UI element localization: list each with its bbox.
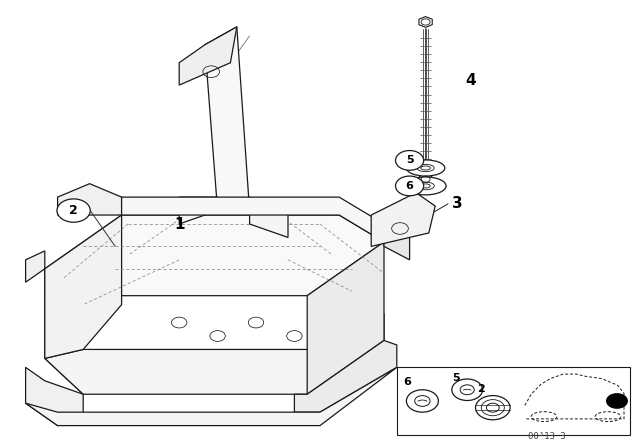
Polygon shape [26,367,83,426]
Circle shape [396,176,424,196]
Circle shape [57,199,90,222]
Polygon shape [45,215,384,296]
Text: 3: 3 [452,196,463,211]
Polygon shape [179,197,218,224]
Polygon shape [45,215,122,358]
Text: 6: 6 [406,181,413,191]
Polygon shape [26,367,397,426]
Ellipse shape [406,160,445,176]
Polygon shape [45,269,83,394]
Ellipse shape [405,177,446,195]
Polygon shape [122,197,384,242]
Polygon shape [58,184,122,215]
Polygon shape [371,193,435,246]
Polygon shape [250,197,288,237]
Text: 6: 6 [404,377,412,387]
Polygon shape [205,27,250,211]
Bar [397,367,630,435]
Text: 00³13 3: 00³13 3 [529,432,566,441]
Text: 5: 5 [452,373,460,383]
Text: 4: 4 [465,73,476,88]
Circle shape [396,151,424,170]
Polygon shape [384,224,410,260]
Polygon shape [45,314,384,394]
Circle shape [607,394,627,408]
Polygon shape [179,27,237,85]
Polygon shape [26,251,45,282]
Text: 1: 1 [174,216,184,232]
Text: 2: 2 [69,204,78,217]
Polygon shape [417,175,434,184]
Polygon shape [294,340,397,412]
Text: 2: 2 [477,384,485,394]
Polygon shape [419,17,432,27]
Polygon shape [307,242,384,394]
Text: 5: 5 [406,155,413,165]
